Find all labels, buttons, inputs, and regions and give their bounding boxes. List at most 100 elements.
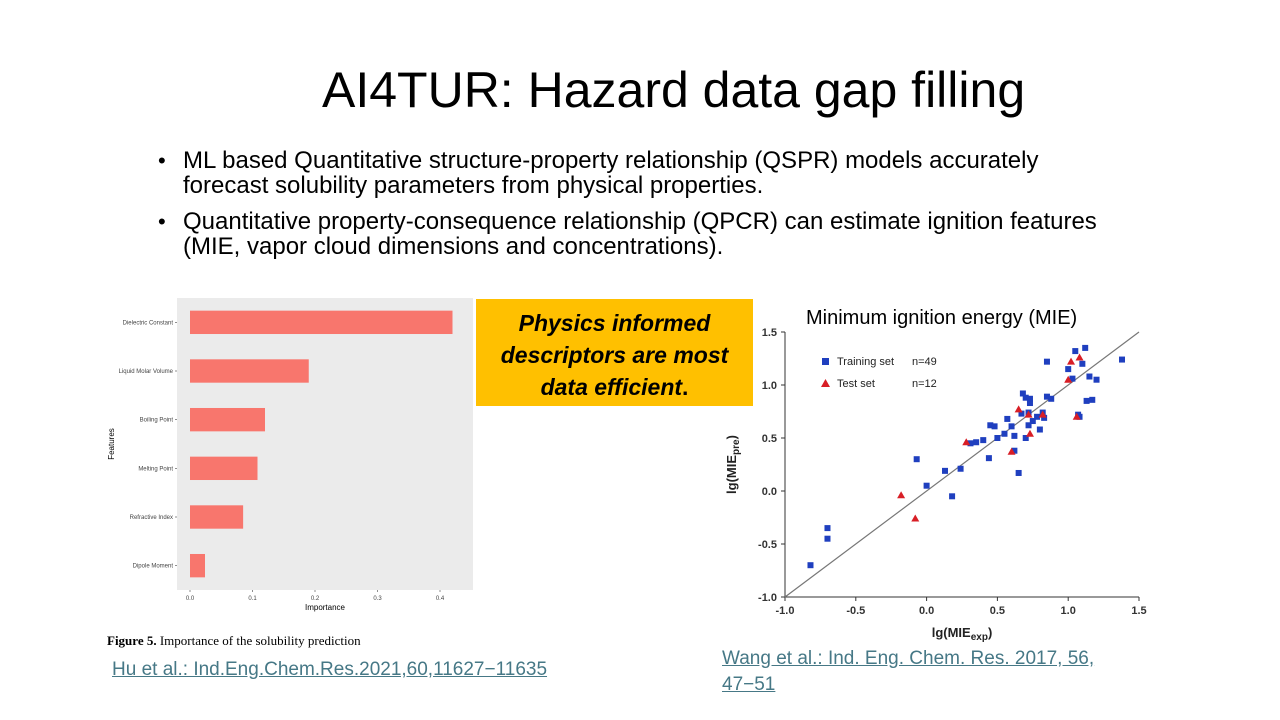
training-point-4 [923,482,930,489]
test-point-11 [1075,353,1084,361]
bar-4 [190,505,244,529]
x-tick-label-0: -1.0 [776,605,795,617]
figure-caption: Figure 5. Importance of the solubility p… [107,633,361,649]
y-tick-label-4: 1.0 [762,380,777,392]
reference-link-wang[interactable]: Wang et al.: Ind. Eng. Chem. Res. 2017, … [722,648,1095,695]
training-point-35 [1043,393,1050,400]
bar-category-label-5: Dipole Moment [133,564,174,570]
bullet-dot-icon: • [158,209,166,234]
x-tick-label-5: 1.5 [1131,605,1146,617]
callout-line-1: Physics informed [518,310,711,336]
feature-importance-figure: Dielectric Constant Liquid Molar Volume Bo… [105,296,477,618]
training-point-20 [1015,469,1022,476]
plot-panel [177,298,473,590]
legend-label-1: Test set [837,378,875,390]
training-point-45 [1086,373,1093,380]
y-axis-label-subscript: pre [731,439,742,455]
training-point-12 [987,422,994,429]
bar-category-label-1: Liquid Molar Volume [119,369,174,375]
bar-5 [190,553,205,578]
training-point-42 [1079,360,1086,367]
mie-scatter-chart: Minimum ignition energy (MIE) -1.0 -0.5 0.0… [724,307,1147,643]
training-point-11 [985,455,992,462]
bar-1 [190,359,309,383]
training-point-33 [1041,414,1048,421]
training-point-29 [1029,418,1036,425]
scatter-title: Minimum ignition energy (MIE) [806,307,1077,329]
bullet-item: • Quantitative property-consequence rela… [158,209,1118,259]
training-point-9 [973,439,980,446]
x-tick-label-3: 0.5 [990,605,1005,617]
bar-3 [190,456,258,481]
x-tick-label-2: 0.2 [311,596,320,602]
training-point-15 [1001,430,1008,437]
training-point-36 [1048,395,1055,402]
test-point-0 [897,491,906,499]
y-tick-label-1: -0.5 [758,539,777,551]
training-point-43 [1082,344,1089,351]
training-point-27 [1026,395,1033,402]
test-point-9 [1067,357,1076,365]
test-point-6 [1025,429,1034,437]
y-axis-label: Features [107,428,116,460]
training-point-21 [1018,410,1025,417]
training-point-3 [913,456,920,463]
reference-link-hu[interactable]: Hu et al.: Ind.Eng.Chem.Res.2021,60,1162… [112,659,548,680]
training-point-8 [967,440,974,447]
training-point-44 [1083,397,1090,404]
legend-marker-1 [821,379,830,387]
bar-category-label-2: Boiling Point [140,418,174,424]
bullet-text: ML based Quantitative structure-property… [183,147,1039,199]
test-point-7 [1038,410,1047,418]
legend-count-1: n=12 [912,378,937,390]
mie-scatter-figure: Minimum ignition energy (MIE) -1.0 -0.5 0.0… [722,296,1152,646]
y-axis-label: lg(MIEpre) [724,435,742,494]
training-point-5 [942,467,949,474]
training-point-13 [991,423,998,430]
bullet-text: Quantitative property-consequence relati… [183,208,1097,260]
callout-box: Physics informed descriptors are most da… [476,299,753,406]
x-tick-label-0: 0.0 [186,596,195,602]
x-tick-label-3: 0.3 [373,596,382,602]
legend-marker-0 [822,358,829,365]
training-point-0 [807,562,814,569]
training-point-48 [1119,356,1126,363]
bar-0 [190,310,453,335]
test-point-3 [1007,447,1016,455]
bar-category-label-4: Refractive Index [130,515,173,521]
training-point-19 [1011,432,1018,439]
training-point-30 [1034,413,1041,420]
training-point-22 [1019,390,1026,397]
x-axis-label: lg(MIEexp) [932,625,993,643]
training-point-23 [1022,394,1029,401]
x-tick-label-1: -0.5 [846,605,865,617]
test-point-2 [962,438,971,446]
x-tick-label-2: 0.0 [919,605,934,617]
legend-count-0: n=49 [912,356,937,368]
training-point-6 [949,493,956,500]
y-tick-label-0: -1.0 [758,592,777,604]
training-point-31 [1036,426,1043,433]
training-point-10 [980,437,987,444]
training-point-28 [1026,400,1033,407]
legend-label-0: Training set [837,356,894,368]
bullet-list: • ML based Quantitative structure-proper… [158,148,1118,270]
callout-line-3-text: data efficient [540,374,683,400]
training-point-1 [824,525,831,532]
slide-title: AI4TUR: Hazard data gap filling [322,62,1026,118]
figure-caption-label: Figure 5. [107,633,157,648]
bar-2 [190,407,265,432]
test-point-1 [911,514,920,522]
training-point-7 [957,465,964,472]
callout-line-3: data efficient. [476,371,753,403]
x-tick-label-4: 1.0 [1061,605,1076,617]
test-point-5 [1024,410,1033,418]
training-point-16 [1004,415,1011,422]
training-point-24 [1022,435,1029,441]
callout-period: . [682,374,689,400]
training-point-34 [1043,358,1050,365]
y-axis-label-close: ) [724,435,739,439]
x-tick-label-4: 0.4 [436,596,445,602]
bullet-item: • ML based Quantitative structure-proper… [158,148,1118,198]
x-axis-label-close: ) [988,625,992,640]
